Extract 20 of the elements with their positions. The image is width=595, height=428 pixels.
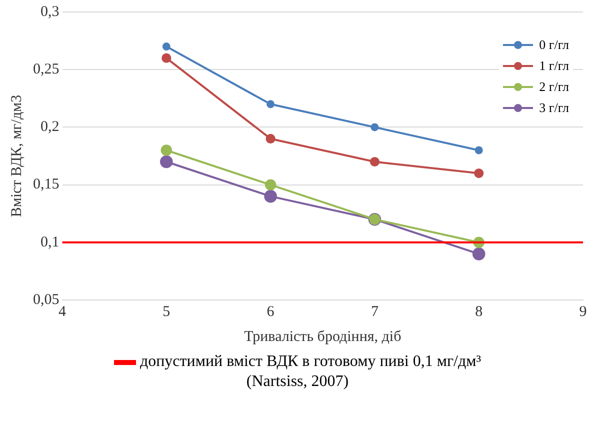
x-tick-label: 8 (475, 304, 483, 320)
y-tick-label: 0,3 (40, 4, 60, 20)
y-tick-label: 0,25 (33, 62, 60, 78)
legend-label: 1 г/гл (539, 58, 569, 74)
x-tick-label: 7 (370, 304, 379, 320)
y-tick-label: 0,15 (33, 176, 60, 193)
y-axis-title: Вміст ВДК, мг/дм3 (8, 94, 25, 218)
text: (Nartsiss, 2007) (246, 373, 349, 390)
text: допустимий вміст ВДК в готовому пиві 0,1 мг/дм³ (140, 353, 482, 370)
x-tick-label: 5 (162, 304, 170, 320)
y-tick-label: 0,1 (40, 234, 60, 250)
legend-label: 0 г/гл (539, 36, 569, 52)
y-tick-label: 0,2 (40, 119, 60, 136)
y-tick-label: 0,05 (33, 292, 60, 308)
x-tick-label: 4 (58, 304, 66, 320)
x-tick-label: 6 (266, 304, 275, 320)
legend-label: 3 г/гл (539, 100, 569, 116)
x-tick-label: 9 (579, 304, 587, 320)
legend-label: 2 г/гл (539, 78, 569, 94)
x-axis-title: Тривалість бродіння, діб (244, 328, 402, 345)
